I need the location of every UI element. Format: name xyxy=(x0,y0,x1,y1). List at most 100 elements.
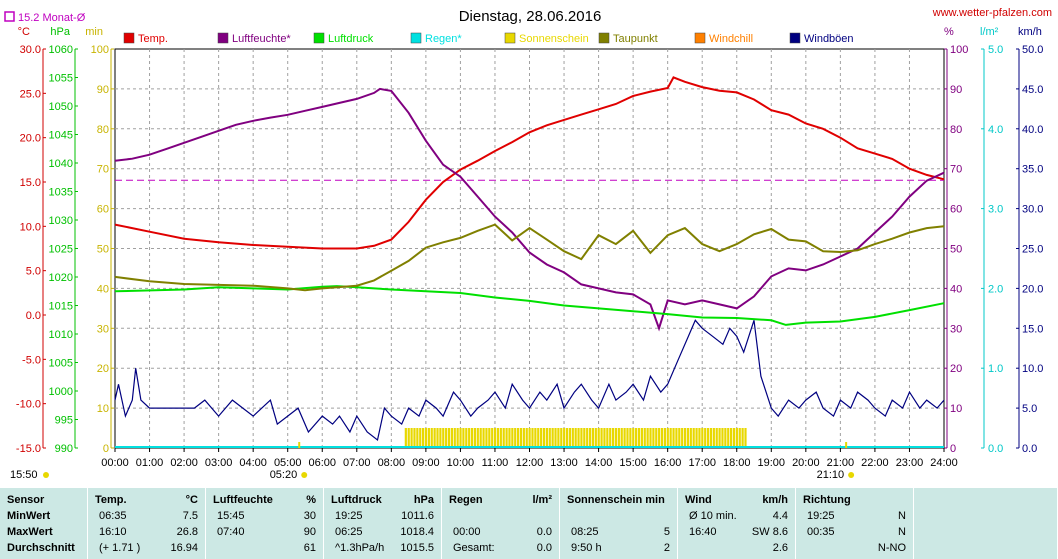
legend-swatch-dewpoint xyxy=(598,32,610,44)
time-tick-label: 02:00 xyxy=(170,457,198,469)
sunset-label: 21:10 xyxy=(817,469,845,481)
time-tick-label: 15:00 xyxy=(619,457,647,469)
time-tick-label: 13:00 xyxy=(550,457,578,469)
wind-tick-label: 35.0 xyxy=(1022,164,1043,176)
stats-value: 1011.6 xyxy=(401,510,434,522)
stats-value: 4.4 xyxy=(772,510,788,522)
minutes-tick-label: 90 xyxy=(97,84,109,96)
stats-column xyxy=(678,488,796,559)
weather-chart: °C 30.0 25.0 20.0 15.0 10.0 5.0 0.0 -5.0 -10.0 -15… xyxy=(4,7,1052,481)
time-tick-label: 06:00 xyxy=(308,457,336,469)
stats-time: ^1.3hPa/h xyxy=(335,542,385,554)
time-tick-label: 10:00 xyxy=(447,457,475,469)
minutes-tick-label: 20 xyxy=(97,363,109,375)
stats-time: (+ 1.71 ) xyxy=(99,542,141,554)
site-link[interactable]: www.wetter-pfalzen.com xyxy=(932,7,1052,19)
time-tick-label: 00:00 xyxy=(101,457,129,469)
temp-tick-label: -10.0 xyxy=(16,399,41,411)
stats-value: 1015.5 xyxy=(400,542,434,554)
pressure-tick-label: 1025 xyxy=(49,244,73,256)
time-tick-label: 01:00 xyxy=(136,457,164,469)
stats-header: Richtung xyxy=(803,494,851,506)
time-tick-label: 23:00 xyxy=(896,457,924,469)
sun-icon xyxy=(43,472,49,478)
legend-label-windchill: Windchill xyxy=(709,33,753,45)
percent-tick-label: 60 xyxy=(950,204,962,216)
percent-tick-label: 20 xyxy=(950,363,962,375)
minutes-tick-label: 70 xyxy=(97,164,109,176)
stats-value: 5 xyxy=(663,526,670,538)
legend-label-dewpoint: Taupunkt xyxy=(613,33,658,45)
minutes-tick-label: 30 xyxy=(97,323,109,335)
percent-tick-label: 0 xyxy=(950,443,956,455)
stats-header: Wind xyxy=(685,494,712,506)
pressure-tick-label: 1000 xyxy=(49,386,73,398)
stats-unit: °C xyxy=(185,494,198,506)
percent-axis-unit: % xyxy=(944,26,954,38)
stats-time: 00:00 xyxy=(453,526,481,538)
stats-time: 9:50 h xyxy=(571,542,602,554)
wind-tick-label: 25.0 xyxy=(1022,244,1043,256)
stats-header: Sonnenschein min xyxy=(567,494,665,506)
pressure-tick-label: 990 xyxy=(55,443,73,455)
legend-swatch-pressure xyxy=(313,32,325,44)
time-tick-label: 05:00 xyxy=(274,457,302,469)
legend-label-humidity: Luftfeuchte* xyxy=(232,33,291,45)
legend-swatch-gust xyxy=(789,32,801,44)
month-avg-legend-box xyxy=(4,11,15,22)
stats-value: N xyxy=(898,510,906,522)
pressure-tick-label: 1050 xyxy=(49,101,73,113)
rain-tick-label: 1.0 xyxy=(988,363,1003,375)
stats-row-label: Sensor xyxy=(7,494,45,506)
wind-tick-label: 0.0 xyxy=(1022,443,1037,455)
temp-tick-label: 25.0 xyxy=(20,88,41,100)
percent-tick-label: 30 xyxy=(950,323,962,335)
legend-label-rain: Regen* xyxy=(425,33,462,45)
wind-tick-label: 45.0 xyxy=(1022,84,1043,96)
stats-time: 08:25 xyxy=(571,526,599,538)
temp-tick-label: 0.0 xyxy=(26,310,41,322)
legend-swatch-windchill xyxy=(694,32,706,44)
percent-tick-label: 70 xyxy=(950,164,962,176)
pressure-tick-label: 1005 xyxy=(49,358,73,370)
stats-value: 26.8 xyxy=(176,526,198,538)
stats-column xyxy=(324,488,442,559)
stats-unit: km/h xyxy=(762,494,788,506)
minutes-tick-label: 80 xyxy=(97,124,109,136)
legend-label-gust: Windböen xyxy=(804,33,854,45)
minutes-tick-label: 40 xyxy=(97,283,109,295)
time-tick-label: 24:00 xyxy=(930,457,958,469)
minutes-tick-label: 50 xyxy=(97,244,109,256)
pressure-tick-label: 1055 xyxy=(49,73,73,85)
time-tick-label: 18:00 xyxy=(723,457,751,469)
legend-label-temp: Temp. xyxy=(138,33,168,45)
rain-tick-label: 2.0 xyxy=(988,283,1003,295)
sunrise-label: 05:20 xyxy=(270,469,298,481)
time-tick-label: 21:00 xyxy=(827,457,855,469)
percent-tick-label: 80 xyxy=(950,124,962,136)
time-tick-label: 09:00 xyxy=(412,457,440,469)
pressure-tick-label: 1015 xyxy=(49,301,73,313)
chart-title: Dienstag, 28.06.2016 xyxy=(459,8,602,25)
wind-tick-label: 50.0 xyxy=(1022,44,1043,56)
temp-tick-label: -5.0 xyxy=(22,354,41,366)
stats-row-label: Durchschnitt xyxy=(7,542,75,554)
stats-column xyxy=(0,488,88,559)
pressure-tick-label: 1020 xyxy=(49,272,73,284)
temp-axis-unit: °C xyxy=(18,26,30,38)
pressure-axis-unit: hPa xyxy=(50,26,70,38)
percent-tick-label: 90 xyxy=(950,84,962,96)
stats-value: 16.94 xyxy=(170,542,198,554)
percent-tick-label: 100 xyxy=(950,44,968,56)
minutes-tick-label: 0 xyxy=(103,443,109,455)
series-gust xyxy=(114,319,945,442)
rain-tick-label: 4.0 xyxy=(988,124,1003,136)
stats-value: 1018.4 xyxy=(400,526,434,538)
sun-icon xyxy=(301,472,308,478)
rain-tick-label: 0.0 xyxy=(988,443,1003,455)
stats-value: SW 8.6 xyxy=(751,526,788,538)
series-temp xyxy=(114,76,945,250)
minutes-tick-label: 60 xyxy=(97,204,109,216)
temp-tick-label: 20.0 xyxy=(20,133,41,145)
time-tick-label: 07:00 xyxy=(343,457,371,469)
